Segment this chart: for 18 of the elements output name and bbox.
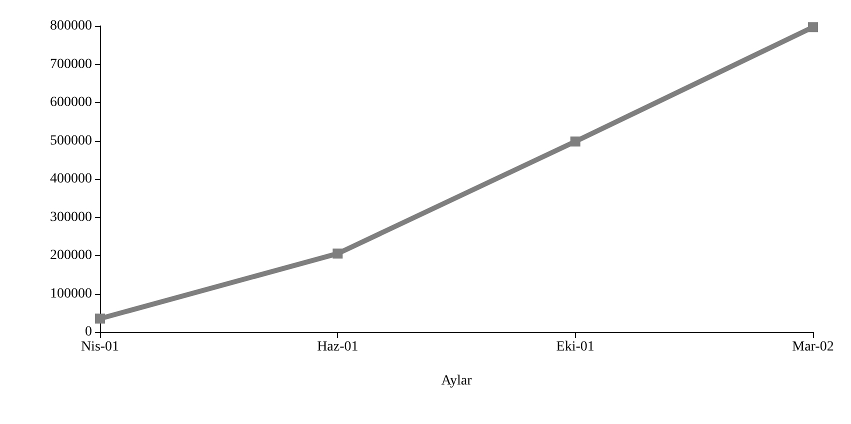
y-tick-label: 400000 xyxy=(50,172,92,186)
y-tick-label: 500000 xyxy=(50,133,92,148)
x-tick-label: Nis-01 xyxy=(80,340,120,354)
y-tick-label: 600000 xyxy=(50,95,92,110)
y-tick-label: 200000 xyxy=(50,248,92,263)
y-tick-label: 800000 xyxy=(50,18,92,34)
x-axis-title: Aylar xyxy=(441,374,472,388)
y-tick-label: 100000 xyxy=(50,286,92,302)
x-tick-label: Eki-01 xyxy=(556,340,594,354)
x-tick-label: Haz-01 xyxy=(317,340,358,354)
point xyxy=(808,22,818,32)
y-tick-label: 300000 xyxy=(50,210,92,225)
point xyxy=(570,136,580,147)
y-tick-label: 700000 xyxy=(50,56,92,72)
x-tick-label: Mar-02 xyxy=(792,340,834,354)
y-tick-label: 0 xyxy=(85,324,92,340)
point xyxy=(332,248,343,259)
point xyxy=(95,314,105,324)
